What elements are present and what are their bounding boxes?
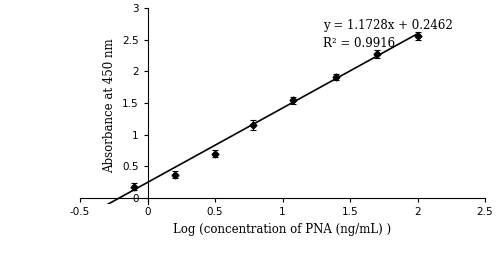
Text: R² = 0.9916: R² = 0.9916 [323,37,395,50]
X-axis label: Log (concentration of PNA (ng/mL) ): Log (concentration of PNA (ng/mL) ) [174,223,392,236]
Y-axis label: Absorbance at 450 nm: Absorbance at 450 nm [104,39,117,173]
Text: y = 1.1728x + 0.2462: y = 1.1728x + 0.2462 [323,19,453,32]
